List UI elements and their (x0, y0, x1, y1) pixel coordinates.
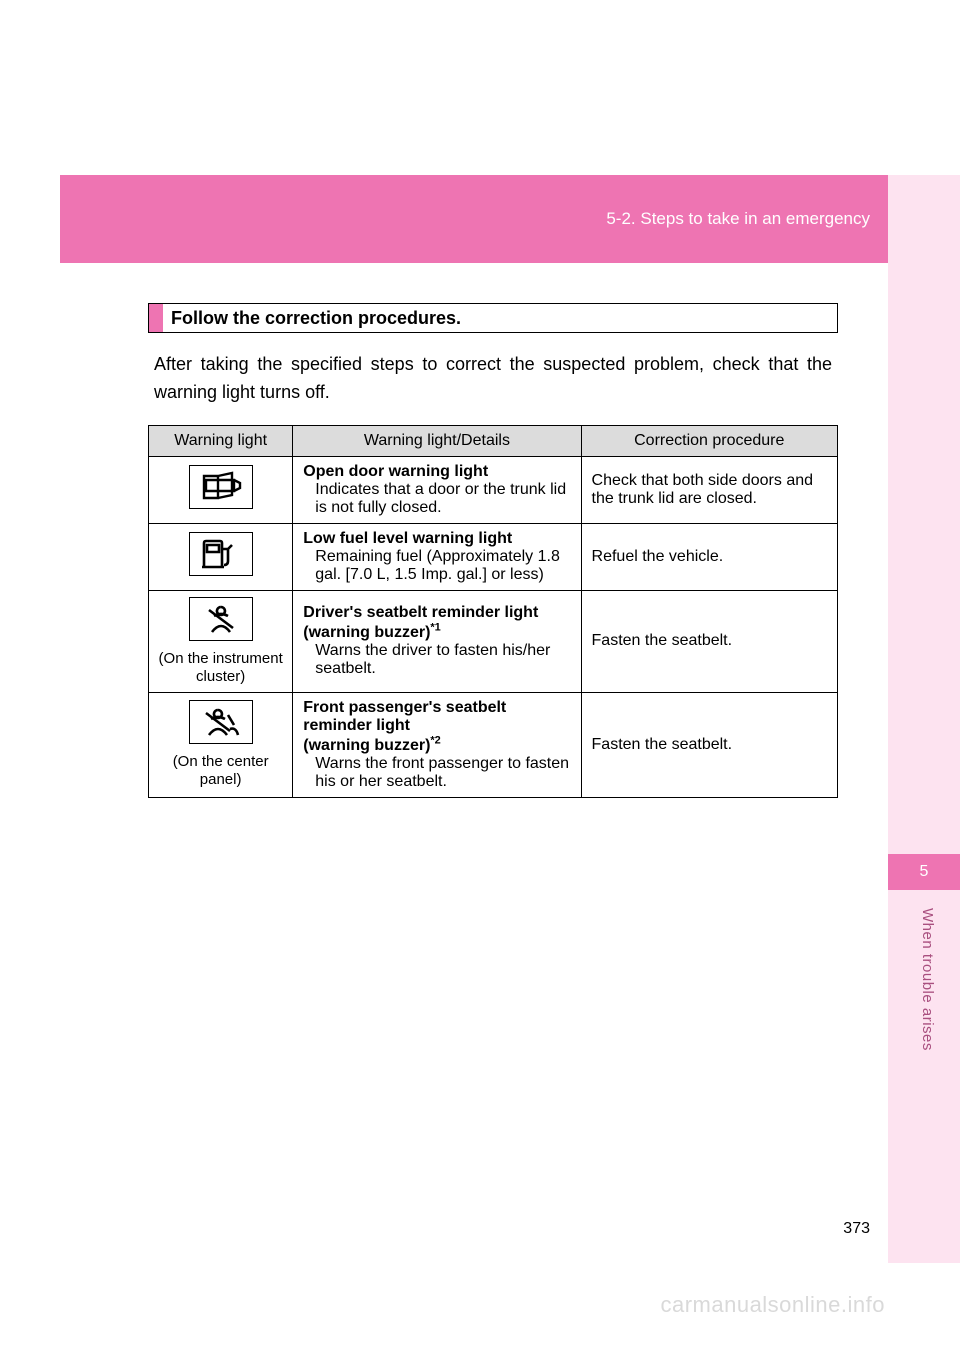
section-accent (149, 304, 163, 332)
chapter-tab: 5 (888, 854, 960, 890)
row-desc: Remaining fuel (Approximately 1.8 gal. [… (303, 548, 570, 584)
fuel-icon (189, 532, 253, 576)
side-band (888, 175, 960, 1263)
footnote-sup: *1 (430, 622, 440, 634)
row-title-pre: Driver's seatbelt reminder light (303, 604, 538, 621)
header-band: 5-2. Steps to take in an emergency (60, 175, 960, 263)
icon-caption: (On the instrument cluster) (153, 650, 288, 686)
row-desc: Warns the driver to fasten his/her seatb… (303, 642, 570, 678)
seatbelt-passenger-icon (189, 700, 253, 744)
cell-icon (149, 456, 293, 523)
cell-correction: Fasten the seatbelt. (581, 590, 837, 692)
row-desc: Indicates that a door or the trunk lid i… (303, 481, 570, 517)
row-title-pre: Front passenger's seatbelt reminder ligh… (303, 699, 506, 734)
cell-details: Driver's seatbelt reminder light (warnin… (293, 590, 581, 692)
cell-correction: Refuel the vehicle. (581, 523, 837, 590)
chapter-label: When trouble arises (919, 908, 936, 1051)
cell-correction: Fasten the seatbelt. (581, 692, 837, 797)
section-intro: After taking the specified steps to corr… (154, 351, 832, 407)
warning-light-table: Warning light Warning light/Details Corr… (148, 425, 838, 798)
cell-icon: (On the instrument cluster) (149, 590, 293, 692)
footnote-sup: *2 (430, 735, 440, 747)
table-row: (On the center panel) Front passenger's … (149, 692, 838, 797)
section-heading-bar: Follow the correction procedures. (148, 303, 838, 333)
door-open-icon (189, 465, 253, 509)
cell-icon (149, 523, 293, 590)
table-row: Open door warning light Indicates that a… (149, 456, 838, 523)
row-title: Low fuel level warning light (303, 530, 512, 547)
icon-caption: (On the center panel) (153, 753, 288, 789)
page-number: 373 (843, 1220, 870, 1238)
cell-correction: Check that both side doors and the trunk… (581, 456, 837, 523)
table-row: Low fuel level warning light Remaining f… (149, 523, 838, 590)
table-header-row: Warning light Warning light/Details Corr… (149, 425, 838, 456)
watermark: carmanualsonline.info (660, 1292, 885, 1318)
cell-details: Low fuel level warning light Remaining f… (293, 523, 581, 590)
row-title-buzzer: (warning buzzer)*2 (303, 737, 441, 754)
section-title: Follow the correction procedures. (163, 304, 837, 332)
row-title-buzzer: (warning buzzer)*1 (303, 624, 441, 641)
cell-details: Front passenger's seatbelt reminder ligh… (293, 692, 581, 797)
content: Follow the correction procedures. After … (148, 303, 838, 798)
buzzer-text: (warning buzzer) (303, 624, 430, 641)
chapter-number: 5 (920, 863, 929, 881)
buzzer-text: (warning buzzer) (303, 737, 430, 754)
col-header-icon: Warning light (149, 425, 293, 456)
cell-icon: (On the center panel) (149, 692, 293, 797)
col-header-correction: Correction procedure (581, 425, 837, 456)
breadcrumb: 5-2. Steps to take in an emergency (606, 209, 870, 229)
cell-details: Open door warning light Indicates that a… (293, 456, 581, 523)
col-header-details: Warning light/Details (293, 425, 581, 456)
seatbelt-driver-icon (189, 597, 253, 641)
table-row: (On the instrument cluster) Driver's sea… (149, 590, 838, 692)
row-desc: Warns the front passenger to fasten his … (303, 755, 570, 791)
row-title: Open door warning light (303, 463, 488, 480)
